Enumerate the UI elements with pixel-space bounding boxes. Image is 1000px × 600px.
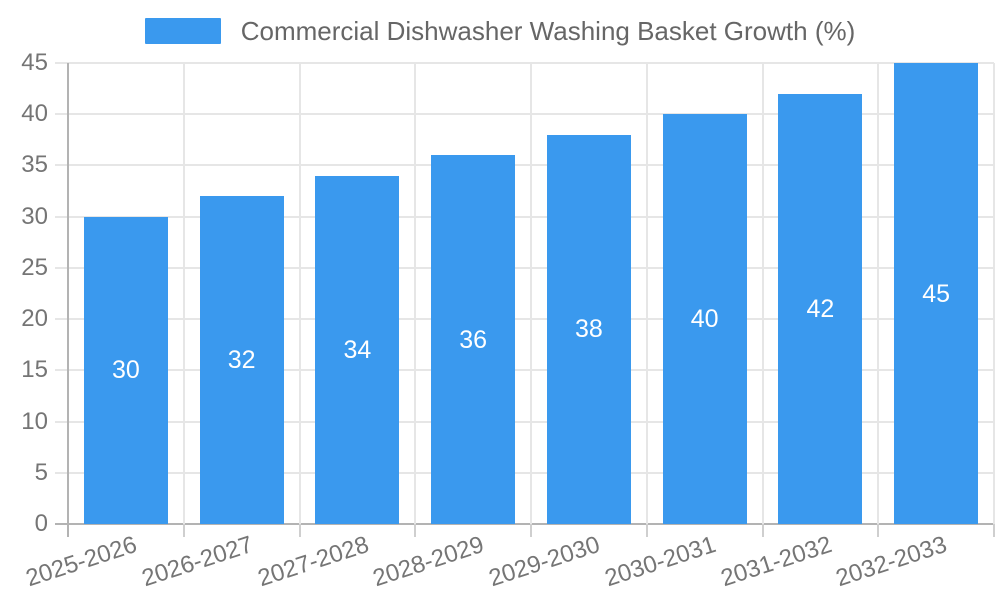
bar-value-label: 42 (806, 294, 835, 323)
x-tick-mark (761, 524, 764, 537)
gridline-horizontal (55, 318, 994, 321)
bar-value-label: 32 (227, 346, 256, 375)
y-axis-tick-label: 40 (21, 100, 48, 128)
bar (778, 93, 863, 524)
gridline-horizontal (55, 266, 994, 269)
gridline-horizontal (55, 164, 994, 167)
x-axis-tick-label: 2026-2027 (138, 531, 256, 593)
chart-legend[interactable]: Commercial Dishwasher Washing Basket Gro… (0, 14, 1000, 48)
bar (83, 216, 168, 524)
x-axis-tick-label: 2028-2029 (369, 531, 488, 593)
gridline-horizontal (55, 420, 994, 423)
y-axis-tick-label: 35 (21, 151, 48, 179)
y-axis-tick-label: 0 (34, 510, 48, 537)
bar-value-label: 34 (343, 335, 372, 364)
bar (199, 196, 284, 524)
x-axis-tick-label: 2027-2028 (254, 531, 372, 593)
gridline-vertical (993, 63, 995, 524)
x-tick-mark (993, 524, 995, 537)
bar (546, 134, 631, 524)
bar-value-label: 38 (574, 315, 603, 344)
x-axis-line (55, 523, 994, 525)
y-axis-tick-label: 10 (21, 407, 48, 435)
gridline-horizontal (55, 215, 994, 218)
gridline-vertical (182, 63, 185, 524)
bar (431, 155, 516, 524)
gridline-vertical (877, 63, 880, 524)
x-axis-tick-label: 2031-2032 (717, 531, 835, 593)
x-tick-mark (182, 524, 185, 537)
gridline-vertical (414, 63, 417, 524)
gridline-horizontal (55, 471, 994, 474)
gridline-vertical (761, 63, 764, 524)
x-axis-tick-label: 2032-2033 (832, 531, 951, 593)
bar (315, 175, 400, 524)
x-axis-tick-label: 2029-2030 (485, 531, 604, 593)
y-axis-tick-label: 5 (34, 458, 48, 486)
y-axis-line (67, 63, 69, 537)
x-tick-mark (530, 524, 532, 537)
chart-title: Commercial Dishwasher Washing Basket Gro… (240, 16, 856, 46)
bar (894, 63, 979, 524)
y-axis-tick-label: 45 (21, 49, 48, 76)
bar-value-label: 36 (459, 325, 488, 354)
x-tick-mark (414, 524, 417, 537)
x-tick-mark (298, 524, 301, 537)
x-tick-mark (645, 524, 648, 537)
y-axis-tick-label: 30 (21, 202, 48, 230)
bar-value-label: 45 (922, 279, 951, 308)
legend-swatch (144, 18, 221, 44)
y-axis-tick-label: 20 (21, 305, 48, 333)
gridline-horizontal (55, 369, 994, 372)
bar (662, 114, 747, 524)
gridline-horizontal (55, 113, 994, 116)
x-tick-mark (877, 524, 880, 537)
bar-value-label: 30 (111, 356, 140, 385)
x-axis-tick-label: 2030-2031 (601, 531, 719, 593)
x-axis-tick-label: 2025-2026 (22, 531, 141, 593)
y-axis-tick-label: 25 (21, 253, 48, 281)
gridline-vertical (530, 63, 532, 524)
bar-value-label: 40 (690, 305, 719, 334)
y-axis-tick-label: 15 (21, 356, 48, 384)
gridline-vertical (298, 63, 301, 524)
gridline-horizontal (55, 62, 994, 64)
gridline-vertical (645, 63, 648, 524)
